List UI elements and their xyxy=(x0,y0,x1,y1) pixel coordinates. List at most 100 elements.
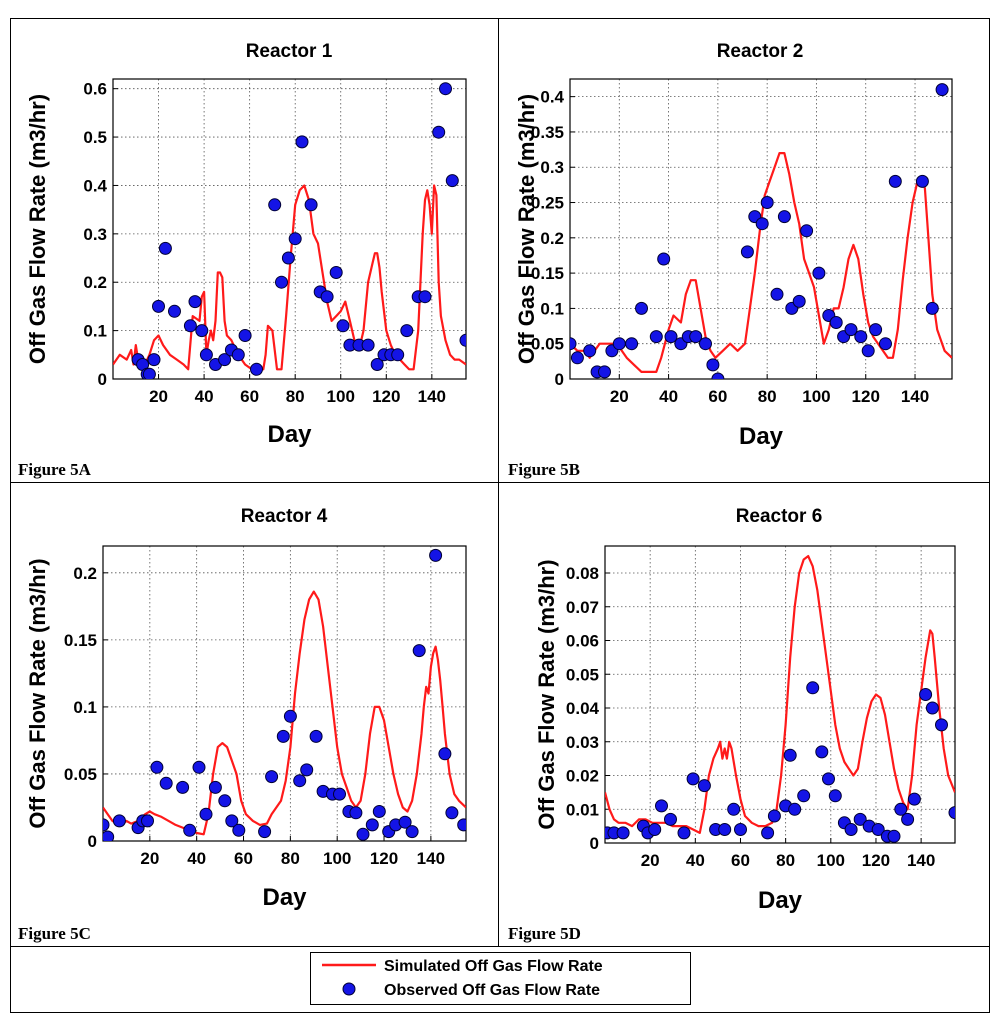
observed-point xyxy=(218,794,232,808)
observed-point xyxy=(283,709,297,723)
observed-point xyxy=(372,805,386,818)
observed-point xyxy=(894,802,908,816)
y-tick-label: 0.2 xyxy=(83,273,107,292)
observed-point xyxy=(103,830,115,841)
observed-point xyxy=(250,362,263,376)
observed-point xyxy=(400,324,414,338)
observed-point xyxy=(199,807,213,821)
panel-label-5d: Figure 5D xyxy=(508,924,581,943)
simulated-series-line xyxy=(605,555,955,834)
x-tick-label: 40 xyxy=(686,851,705,870)
legend-marker-label: Observed Off Gas Flow Rate xyxy=(384,982,600,999)
x-tick-label: 80 xyxy=(758,387,777,406)
x-tick-label: 100 xyxy=(817,851,845,870)
observed-point xyxy=(901,812,915,826)
observed-point xyxy=(948,806,955,820)
observed-point xyxy=(657,252,671,266)
outer-frame xyxy=(10,18,990,1013)
observed-point xyxy=(288,232,302,246)
observed-point xyxy=(570,351,584,365)
x-tick-label: 20 xyxy=(149,387,168,406)
observed-point xyxy=(218,353,232,367)
observed-point xyxy=(103,818,110,832)
x-tick-label: 140 xyxy=(901,387,929,406)
legend-line-label: Simulated Off Gas Flow Rate xyxy=(384,958,603,975)
x-tick-label: 80 xyxy=(281,849,300,868)
y-tick-label: 0.05 xyxy=(566,665,599,684)
observed-point xyxy=(761,826,775,840)
observed-point xyxy=(888,174,902,188)
x-tick-label: 60 xyxy=(731,851,750,870)
observed-point xyxy=(740,245,754,259)
plot-frame xyxy=(604,545,956,844)
observed-point xyxy=(935,83,949,97)
observed-point xyxy=(276,729,290,743)
observed-point xyxy=(711,372,725,379)
observed-point xyxy=(168,304,181,318)
observed-point xyxy=(598,365,611,379)
x-tick-label: 20 xyxy=(641,851,660,870)
observed-point xyxy=(828,789,842,803)
observed-point xyxy=(150,760,164,774)
observed-point xyxy=(405,825,419,839)
chart-reactor-panel-3: Reactor 4 20 40 60 80 100 120 140 0 0.05 0.1 0.15 0.… xyxy=(25,506,467,911)
x-tick-label: 100 xyxy=(802,387,830,406)
observed-point xyxy=(208,780,222,794)
y-tick-label: 0.2 xyxy=(73,564,97,583)
y-tick-label: 0.6 xyxy=(83,80,107,99)
plot-frame xyxy=(112,78,467,380)
observed-point xyxy=(755,217,769,231)
observed-point xyxy=(231,348,245,362)
x-tick-label: 40 xyxy=(187,849,206,868)
observed-point xyxy=(232,823,246,837)
x-tick-label: 120 xyxy=(862,851,890,870)
observed-point xyxy=(925,701,939,715)
x-axis-label: Day xyxy=(262,884,307,911)
chart-reactor-panel-1: Reactor 1 20 40 60 80 100 120 140 0 0.1 0.2 0.3 0.4 0… xyxy=(25,41,467,448)
plot-area xyxy=(113,82,466,379)
y-tick-label: 0 xyxy=(555,370,564,389)
chart-title: Reactor 2 xyxy=(717,41,804,62)
observed-point xyxy=(225,814,239,828)
observed-point xyxy=(612,337,626,351)
chart-title: Reactor 4 xyxy=(241,506,328,527)
simulated-series-line xyxy=(570,152,952,373)
observed-point xyxy=(293,774,307,788)
observed-point xyxy=(329,266,343,279)
observed-point xyxy=(635,301,648,315)
observed-point xyxy=(459,333,466,347)
observed-point xyxy=(844,823,858,836)
observed-point xyxy=(806,681,820,695)
y-tick-label: 0.3 xyxy=(540,158,564,177)
observed-point xyxy=(281,251,295,265)
observed-point xyxy=(770,287,784,301)
observed-point xyxy=(192,760,206,774)
x-tick-label: 140 xyxy=(417,849,445,868)
y-tick-label: 0.08 xyxy=(566,564,599,583)
y-tick-label: 0.1 xyxy=(83,322,107,341)
y-tick-label: 0.25 xyxy=(531,194,564,213)
y-tick-label: 0.1 xyxy=(540,299,564,318)
observed-point xyxy=(686,772,700,786)
observed-point xyxy=(854,330,868,344)
plot-area xyxy=(605,555,955,843)
plot-frame xyxy=(102,545,467,842)
observed-point xyxy=(349,806,363,820)
x-tick-label: 20 xyxy=(140,849,159,868)
observed-point xyxy=(718,823,732,836)
observed-point xyxy=(418,290,432,304)
simulated-series-line xyxy=(103,590,466,836)
y-tick-label: 0.05 xyxy=(531,335,564,354)
panel-label-5a: Figure 5A xyxy=(18,460,92,479)
observed-point xyxy=(141,814,154,828)
observed-point xyxy=(797,789,811,803)
panel-label-5c: Figure 5C xyxy=(18,924,91,943)
observed-point xyxy=(767,809,781,823)
observed-point xyxy=(649,330,663,344)
y-tick-label: 0.15 xyxy=(531,264,564,283)
observed-point xyxy=(699,337,712,351)
x-tick-label: 60 xyxy=(240,387,259,406)
x-tick-label: 120 xyxy=(372,387,400,406)
